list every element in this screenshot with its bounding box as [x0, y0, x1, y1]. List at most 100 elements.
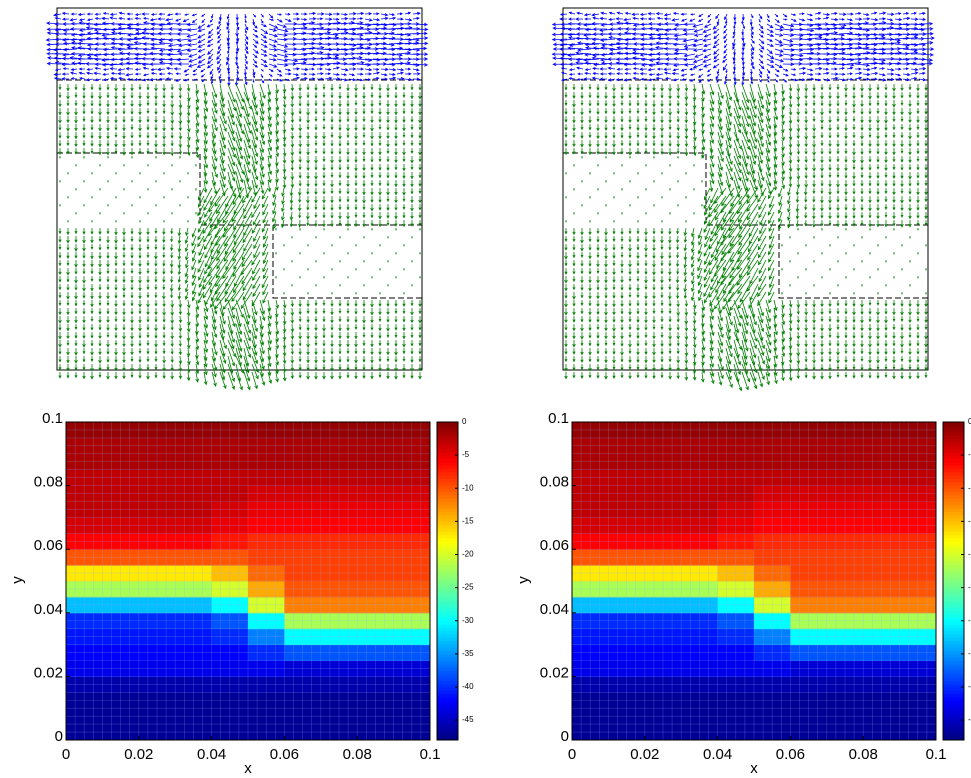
y-tick-label: 0.04 — [34, 601, 63, 618]
arrow — [226, 33, 231, 42]
arrow — [54, 68, 62, 72]
arrow — [394, 356, 398, 363]
arrow — [162, 235, 166, 244]
arrow — [197, 23, 206, 29]
arrow — [147, 164, 149, 167]
arrow — [588, 260, 592, 267]
heat-cell — [644, 453, 682, 471]
arrow — [378, 340, 382, 347]
arrow — [757, 315, 765, 333]
arrow — [612, 332, 616, 340]
heat-cell — [175, 485, 213, 502]
arrow — [114, 252, 118, 260]
arrow — [773, 163, 778, 177]
arrow — [668, 107, 672, 116]
arrow — [691, 275, 695, 285]
colorbar-step — [437, 634, 458, 638]
arrow — [588, 252, 592, 260]
heat-cell — [644, 437, 682, 455]
arrow — [235, 139, 244, 160]
arrow — [836, 308, 840, 315]
arrow — [901, 244, 903, 247]
arrow — [388, 13, 396, 16]
arrow — [637, 220, 639, 223]
heat-cell — [320, 596, 358, 614]
arrow — [98, 300, 102, 307]
arrow — [388, 76, 397, 80]
arrow — [710, 243, 719, 259]
arrow — [75, 164, 77, 167]
arrow — [61, 77, 70, 81]
arrow — [845, 276, 847, 279]
arrow — [338, 220, 342, 227]
arrow — [211, 163, 218, 179]
arrow — [410, 356, 414, 364]
arrow — [749, 371, 758, 390]
arrow — [109, 12, 118, 16]
arrow — [709, 323, 715, 337]
arrow — [684, 62, 696, 67]
arrow — [101, 62, 118, 67]
arrow — [767, 187, 775, 200]
arrow — [298, 219, 302, 228]
arrow — [690, 13, 696, 16]
arrow — [572, 372, 576, 379]
arrow — [82, 132, 86, 139]
arrow — [173, 67, 182, 71]
arrow — [894, 12, 902, 16]
arrow — [612, 292, 616, 299]
arrow — [707, 68, 712, 73]
arrow — [607, 78, 616, 82]
arrow — [175, 78, 182, 82]
arrow — [99, 188, 101, 191]
arrow — [860, 300, 864, 308]
arrow — [380, 67, 389, 72]
arrow — [723, 23, 728, 29]
arrow — [394, 180, 398, 188]
heat-cell — [754, 676, 791, 693]
arrow — [581, 180, 583, 183]
arrow — [330, 340, 334, 348]
arrow — [660, 324, 664, 330]
arrow — [795, 219, 800, 228]
arrow — [750, 63, 755, 70]
arrow — [114, 236, 118, 244]
heat-cell — [211, 453, 249, 471]
arrow — [884, 92, 888, 99]
arrow — [669, 188, 671, 191]
arrow — [844, 340, 848, 348]
arrow — [338, 116, 342, 124]
arrow — [308, 46, 325, 50]
arrow — [418, 132, 422, 139]
arrow — [101, 58, 118, 62]
arrow — [668, 147, 672, 156]
arrow — [130, 100, 134, 108]
arrow — [217, 38, 222, 44]
arrow — [878, 78, 887, 82]
arrow — [410, 220, 414, 227]
arrow — [170, 227, 174, 235]
arrow — [138, 116, 142, 124]
arrow — [644, 364, 648, 371]
arrow — [628, 92, 632, 99]
arrow — [58, 84, 62, 91]
arrow — [862, 61, 878, 65]
arrow — [661, 220, 663, 223]
arrow — [828, 332, 832, 339]
arrow — [188, 53, 198, 58]
arrow — [804, 299, 808, 308]
arrow — [354, 220, 358, 228]
arrow — [162, 259, 166, 267]
arrow — [150, 42, 166, 47]
heat-cell — [138, 485, 176, 502]
arrow — [672, 27, 688, 31]
colorbar-step — [437, 448, 458, 453]
arrow — [242, 283, 253, 301]
arrow — [154, 356, 158, 363]
arrow — [773, 155, 778, 169]
heat-cell — [899, 501, 937, 518]
arrow — [876, 124, 880, 132]
arrow — [742, 63, 745, 70]
arrow — [581, 204, 583, 207]
arrow — [629, 204, 631, 207]
